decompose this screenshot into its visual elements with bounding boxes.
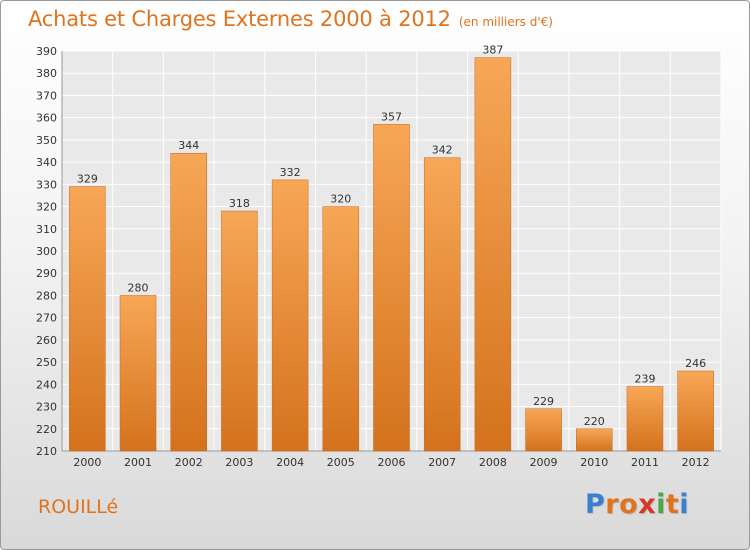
value-label-2009: 229 bbox=[533, 395, 554, 408]
bar-2000 bbox=[69, 186, 106, 452]
bar-2006 bbox=[373, 124, 410, 452]
value-label-2007: 342 bbox=[432, 144, 453, 157]
y-tick-label: 330 bbox=[36, 178, 57, 191]
bar-2003 bbox=[221, 210, 258, 452]
y-tick-label: 280 bbox=[36, 289, 57, 302]
value-label-2004: 332 bbox=[280, 166, 301, 179]
chart-subtitle: (en milliers d'€) bbox=[458, 15, 553, 29]
logo-letter: r bbox=[605, 489, 620, 520]
logo-letter: i bbox=[679, 489, 690, 520]
logo-letter: i bbox=[656, 489, 666, 520]
bar-2002 bbox=[170, 152, 207, 452]
logo-letter: P bbox=[585, 489, 606, 520]
bar-2011 bbox=[626, 386, 664, 452]
chart-title: Achats et Charges Externes 2000 à 2012 (e… bbox=[28, 7, 553, 31]
y-tick-label: 220 bbox=[36, 423, 57, 436]
y-tick-label: 260 bbox=[36, 334, 57, 347]
y-tick-label: 300 bbox=[36, 245, 57, 258]
y-tick-label: 380 bbox=[36, 67, 57, 80]
x-tick-label-2011: 2011 bbox=[631, 456, 659, 469]
y-tick-label: 290 bbox=[36, 267, 57, 280]
value-label-2008: 387 bbox=[482, 44, 503, 57]
y-tick-label: 360 bbox=[36, 112, 57, 125]
value-label-2010: 220 bbox=[584, 415, 605, 428]
y-tick-label: 230 bbox=[36, 401, 57, 414]
logo-letter: t bbox=[665, 489, 680, 520]
chart-title-text: Achats et Charges Externes 2000 à 2012 bbox=[28, 7, 451, 31]
y-tick-label: 370 bbox=[36, 89, 57, 102]
y-tick-label: 390 bbox=[36, 45, 57, 58]
y-tick-label: 310 bbox=[36, 223, 57, 236]
x-tick-label-2007: 2007 bbox=[428, 456, 456, 469]
x-tick-label-2003: 2003 bbox=[225, 456, 253, 469]
bar-2009 bbox=[525, 408, 562, 452]
logo-letter: o bbox=[619, 489, 639, 520]
x-tick-label-2001: 2001 bbox=[124, 456, 152, 469]
y-tick-label: 250 bbox=[36, 356, 57, 369]
value-label-2001: 280 bbox=[128, 281, 149, 294]
value-label-2012: 246 bbox=[685, 357, 706, 370]
town-name: ROUILLé bbox=[38, 496, 119, 518]
bar-2007 bbox=[423, 157, 461, 452]
x-tick-label-2000: 2000 bbox=[73, 456, 101, 469]
value-label-2005: 320 bbox=[330, 193, 351, 206]
bar-2004 bbox=[271, 179, 309, 452]
value-label-2000: 329 bbox=[77, 173, 98, 186]
value-label-2003: 318 bbox=[229, 197, 250, 210]
y-tick-label: 210 bbox=[36, 445, 57, 458]
x-tick-label-2004: 2004 bbox=[276, 456, 304, 469]
logo-letter: x bbox=[638, 489, 657, 520]
bar-2008 bbox=[474, 57, 512, 452]
y-tick-label: 350 bbox=[36, 134, 57, 147]
bar-2005 bbox=[322, 206, 360, 452]
bar-2001 bbox=[119, 295, 157, 452]
bar-2012 bbox=[677, 370, 714, 452]
x-tick-label-2012: 2012 bbox=[682, 456, 710, 469]
x-tick-label-2005: 2005 bbox=[327, 456, 355, 469]
y-tick-label: 270 bbox=[36, 312, 57, 325]
bar-2010 bbox=[576, 428, 613, 452]
x-tick-label-2006: 2006 bbox=[378, 456, 406, 469]
labels-layer: 210 220 230 240 250 260 270 280 290 300 310 320 330 3… bbox=[36, 44, 710, 469]
x-tick-label-2009: 2009 bbox=[530, 456, 558, 469]
bars-layer bbox=[69, 57, 714, 452]
y-tick-label: 320 bbox=[36, 201, 57, 214]
x-tick-label-2002: 2002 bbox=[175, 456, 203, 469]
value-label-2002: 344 bbox=[178, 139, 199, 152]
proxiti-logo: Proxiti bbox=[585, 489, 689, 520]
y-tick-label: 240 bbox=[36, 378, 57, 391]
value-label-2011: 239 bbox=[634, 373, 655, 386]
x-tick-label-2010: 2010 bbox=[580, 456, 608, 469]
value-label-2006: 357 bbox=[381, 110, 402, 123]
x-tick-label-2008: 2008 bbox=[479, 456, 507, 469]
y-tick-label: 340 bbox=[36, 156, 57, 169]
